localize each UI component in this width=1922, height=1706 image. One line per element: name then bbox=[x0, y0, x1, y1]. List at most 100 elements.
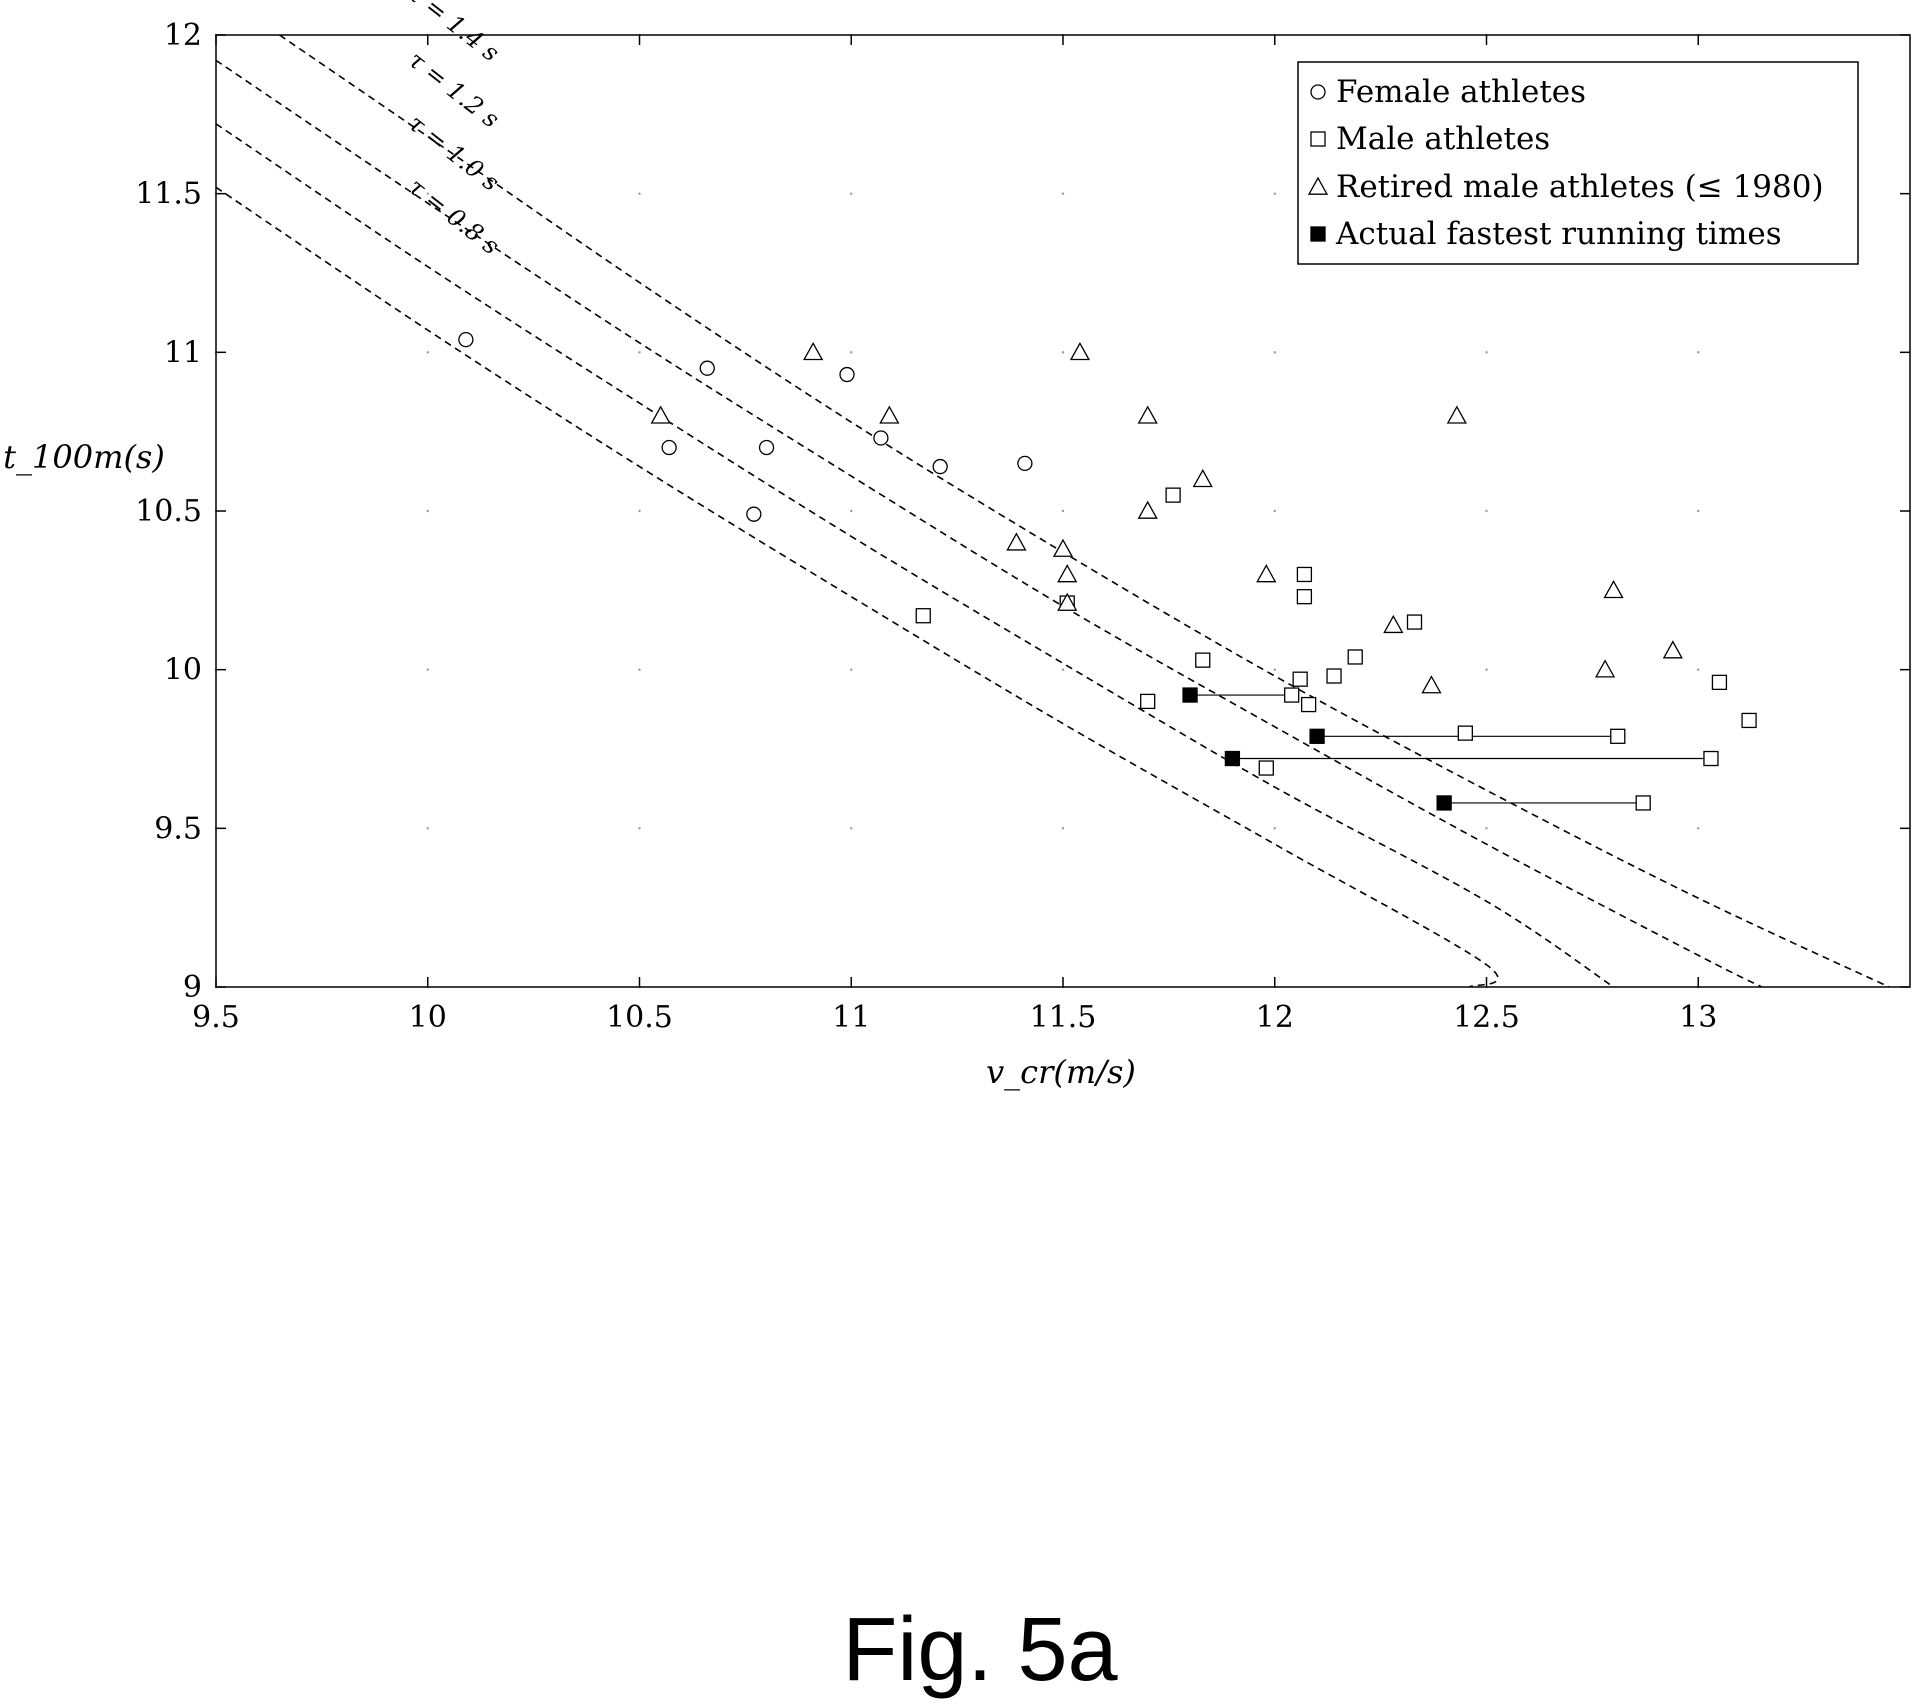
x-tick-label: 11 bbox=[832, 1000, 870, 1035]
grid-dot bbox=[1061, 827, 1065, 830]
y-tick-label: 10 bbox=[164, 653, 202, 688]
data-point-square bbox=[1703, 750, 1719, 767]
data-point-triangle bbox=[1383, 614, 1404, 634]
grid-dot bbox=[1485, 668, 1488, 671]
y-tick-label: 9 bbox=[183, 970, 202, 1005]
y-axis-ticks: 9 9.5 10 10.5 11 11.5 12 bbox=[135, 18, 1910, 1005]
data-point-square bbox=[915, 608, 931, 624]
grid-dot bbox=[426, 509, 429, 513]
data-point-square bbox=[1635, 795, 1651, 811]
grid-dot bbox=[1485, 351, 1488, 354]
data-point-filled-square bbox=[1309, 728, 1325, 744]
grid-dot bbox=[1273, 351, 1276, 354]
data-point-triangle bbox=[1446, 405, 1467, 424]
grid-dot bbox=[638, 668, 641, 671]
x-tick-label: 12.5 bbox=[1453, 1000, 1520, 1035]
legend-label-female: Female athletes bbox=[1336, 74, 1586, 110]
x-tick-label: 13 bbox=[1679, 1000, 1717, 1035]
grid-dot bbox=[1697, 668, 1700, 671]
grid-dot bbox=[426, 192, 429, 195]
data-point-triangle bbox=[803, 341, 824, 361]
data-point-circle bbox=[661, 439, 677, 456]
y-axis-label: t_100m(s) bbox=[3, 438, 165, 476]
legend-marker-circle bbox=[1310, 84, 1326, 100]
data-point-square bbox=[1347, 649, 1363, 665]
data-point-square bbox=[1284, 687, 1300, 703]
grid-dot bbox=[850, 192, 853, 195]
tau-curve bbox=[216, 123, 1614, 987]
y-tick-label: 10.5 bbox=[135, 494, 202, 529]
data-point-square bbox=[1296, 566, 1313, 583]
grid-dot bbox=[638, 827, 641, 830]
grid-dot bbox=[1061, 192, 1065, 195]
x-tick-label: 9.5 bbox=[192, 1000, 240, 1035]
data-point-triangle bbox=[1603, 579, 1624, 599]
data-point-square bbox=[1258, 760, 1274, 776]
data-point-square bbox=[1326, 668, 1342, 684]
tau-curve bbox=[216, 186, 1499, 987]
data-point-triangle bbox=[1057, 592, 1078, 611]
data-point-square bbox=[1406, 614, 1423, 630]
y-tick-label: 9.5 bbox=[154, 811, 202, 846]
legend-label-male: Male athletes bbox=[1336, 121, 1550, 157]
legend-marker-triangle bbox=[1307, 176, 1329, 195]
legend-label-fastest: Actual fastest running times bbox=[1335, 216, 1782, 252]
grid-dot bbox=[1697, 827, 1700, 830]
data-point-circle bbox=[1017, 455, 1033, 472]
grid-dot bbox=[1273, 192, 1276, 195]
data-point-triangle bbox=[650, 405, 671, 424]
connector-lines bbox=[1190, 694, 1711, 804]
grid-dot bbox=[1273, 827, 1276, 830]
data-point-circle bbox=[932, 458, 948, 475]
grid-dot bbox=[426, 668, 429, 671]
grid-dot bbox=[426, 827, 429, 830]
data-point-filled-square bbox=[1224, 750, 1241, 767]
grid-dot bbox=[638, 509, 641, 513]
data-point-triangle bbox=[1662, 640, 1683, 659]
x-axis-ticks: 9.5 10 10.5 11 11.5 12 12.5 13 bbox=[192, 35, 1717, 1035]
grid-dot bbox=[1273, 509, 1276, 513]
legend-label-retired: Retired male athletes (≤ 1980) bbox=[1336, 169, 1824, 205]
data-point-square bbox=[1296, 589, 1313, 605]
data-point-triangle bbox=[1069, 341, 1091, 361]
legend: Female athletes Male athletes Retired ma… bbox=[1297, 61, 1859, 265]
grid-dot bbox=[1061, 668, 1065, 671]
data-point-square bbox=[1711, 674, 1728, 691]
grid-dot bbox=[426, 351, 429, 354]
data-point-square bbox=[1165, 487, 1181, 503]
data-point-triangle bbox=[1192, 468, 1213, 488]
figure-caption: Fig. 5a bbox=[842, 1600, 1118, 1700]
grid-dot bbox=[1061, 509, 1065, 513]
data-point-circle bbox=[458, 331, 474, 348]
legend-marker-filled-square bbox=[1310, 226, 1326, 242]
grid-dot bbox=[638, 192, 641, 195]
data-point-circle bbox=[746, 506, 762, 522]
data-point-circle bbox=[758, 439, 775, 456]
data-point-square bbox=[1457, 725, 1473, 741]
data-point-triangle bbox=[1421, 675, 1442, 694]
data-point-circle bbox=[873, 430, 889, 446]
data-point-circle bbox=[839, 366, 855, 383]
grid-dot bbox=[1485, 509, 1488, 513]
grid-dot bbox=[1273, 668, 1276, 671]
data-point-square bbox=[1610, 728, 1626, 744]
grid-dot bbox=[1697, 351, 1700, 354]
data-point-square bbox=[1292, 671, 1308, 687]
data-point-triangle bbox=[1006, 532, 1027, 551]
grid-dot bbox=[850, 351, 853, 354]
data-point-square bbox=[1195, 652, 1211, 668]
data-point-filled-square bbox=[1436, 795, 1452, 811]
tau-curve bbox=[216, 59, 1763, 987]
grid-dot bbox=[850, 668, 853, 671]
grid-dot bbox=[850, 509, 853, 513]
data-point-square bbox=[1741, 712, 1757, 729]
data-point-triangle bbox=[1256, 564, 1277, 583]
grid-dot bbox=[850, 827, 853, 830]
data-points bbox=[458, 331, 1757, 811]
x-tick-label: 12 bbox=[1256, 1000, 1294, 1035]
x-tick-label: 11.5 bbox=[1030, 1000, 1097, 1035]
data-point-triangle bbox=[1052, 538, 1074, 557]
x-tick-label: 10 bbox=[409, 1000, 447, 1035]
grid-dot bbox=[1061, 351, 1065, 354]
data-point-square bbox=[1300, 696, 1317, 713]
